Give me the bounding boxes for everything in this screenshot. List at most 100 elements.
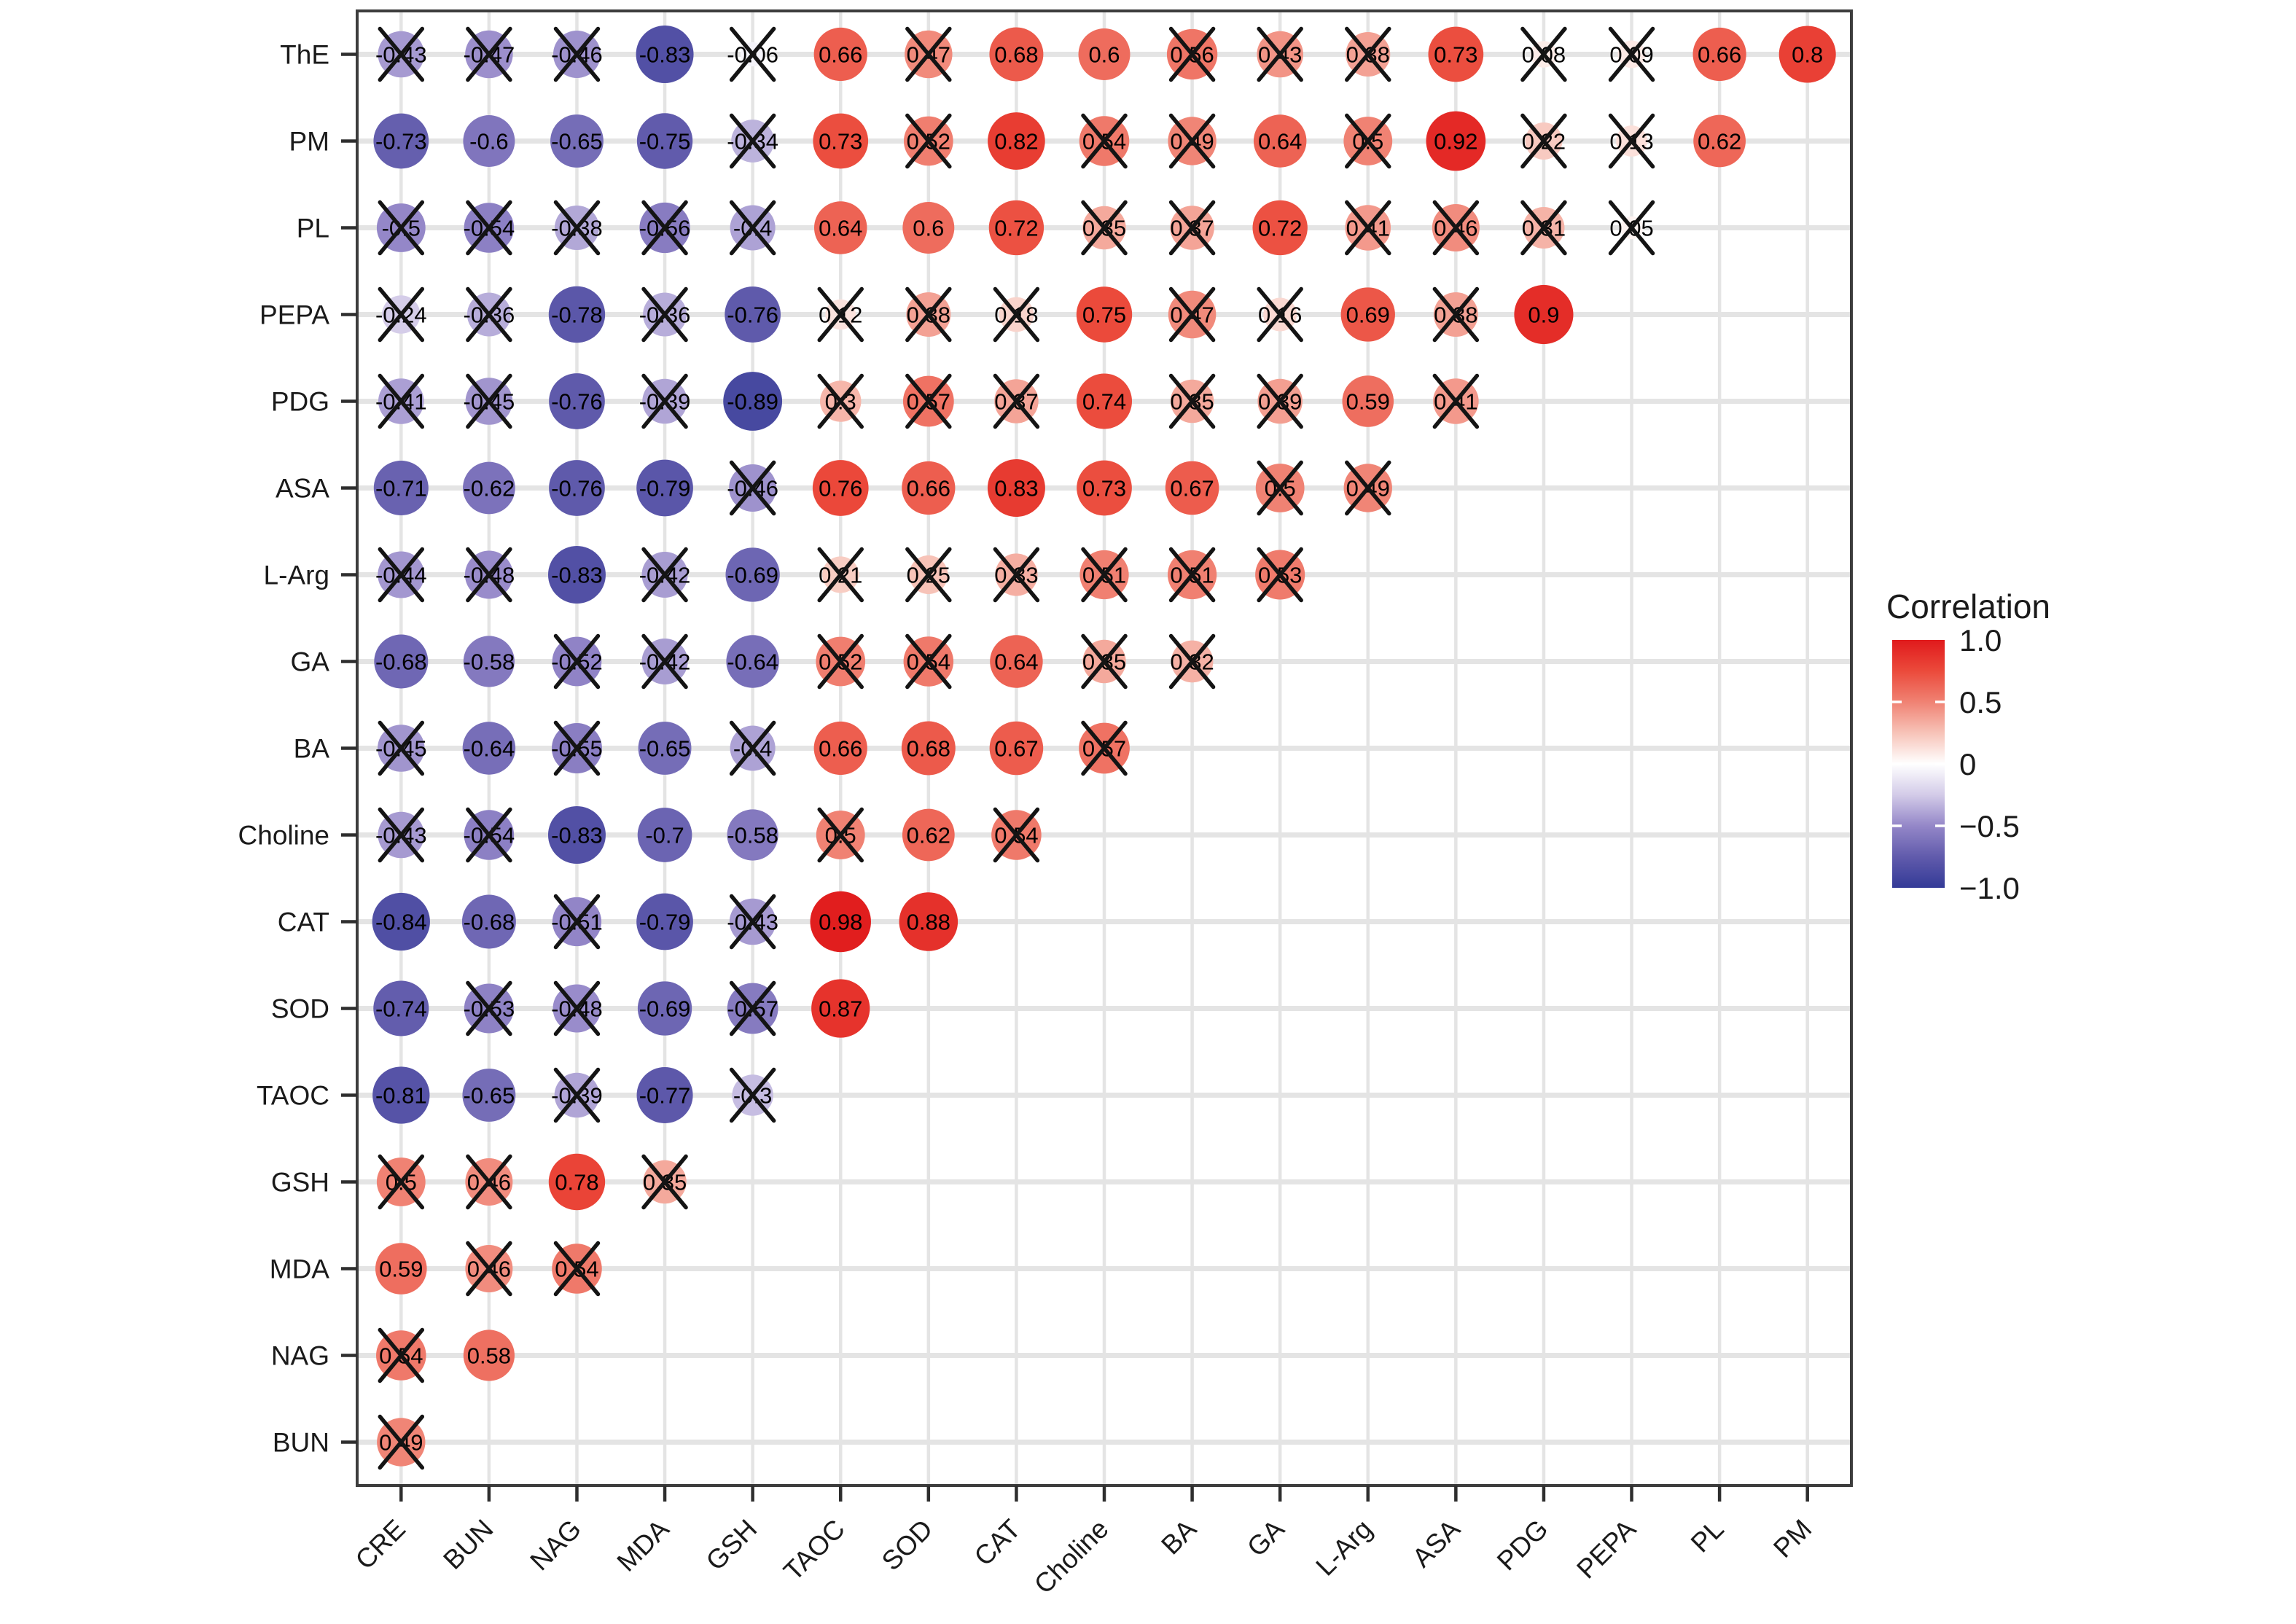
corr-value-label: 0.74 <box>1082 389 1126 415</box>
legend-tick-label: −1.0 <box>1959 871 2020 905</box>
nonsignificant-cross-icon <box>1257 286 1303 343</box>
corr-value-label: -0.58 <box>464 649 515 675</box>
nonsignificant-cross-icon <box>1257 373 1303 429</box>
nonsignificant-cross-icon <box>1520 200 1567 256</box>
corr-cell: 0.59 <box>375 1243 427 1295</box>
nonsignificant-cross-icon <box>1520 113 1567 169</box>
nonsignificant-cross-icon <box>641 286 688 343</box>
x-axis-label: ASA <box>1407 1513 1467 1573</box>
corr-cell: 0.6 <box>902 202 955 254</box>
nonsignificant-cross-icon <box>905 373 952 429</box>
nonsignificant-cross-icon <box>641 373 688 429</box>
x-axis-label: GSH <box>700 1514 763 1577</box>
y-axis-label: Choline <box>238 821 329 851</box>
corr-circle <box>373 113 429 169</box>
corr-value-label: 0.75 <box>1082 302 1126 328</box>
corr-circle <box>1692 27 1746 82</box>
corr-cell: 0.18 <box>993 286 1040 343</box>
nonsignificant-cross-icon <box>1168 200 1216 256</box>
x-axis-label: PM <box>1768 1514 1817 1564</box>
corr-cell: -0.6 <box>463 115 515 167</box>
corr-value-label: 0.66 <box>819 736 862 762</box>
nonsignificant-cross-icon <box>466 200 512 256</box>
corr-circle <box>461 894 516 949</box>
legend-tick-label: 0.5 <box>1959 685 2002 719</box>
corr-cell: -0.24 <box>375 286 427 343</box>
corr-value-label: 0.64 <box>994 649 1038 675</box>
nonsignificant-cross-icon <box>905 26 952 82</box>
corr-value-label: 0.76 <box>819 476 862 501</box>
corr-circle <box>902 461 956 515</box>
corr-cell: -0.3 <box>729 1067 776 1123</box>
corr-value-label: 0.87 <box>819 996 862 1022</box>
corr-circle <box>373 980 429 1037</box>
nonsignificant-cross-icon <box>817 286 864 343</box>
x-axis-label: NAG <box>524 1514 587 1577</box>
corr-circle <box>549 373 605 429</box>
corr-value-label: 0.59 <box>379 1257 423 1282</box>
corr-cell: -0.38 <box>551 200 603 256</box>
y-axis-label: CAT <box>278 907 329 937</box>
corr-cell: -0.65 <box>638 722 692 775</box>
corr-cell: 0.22 <box>1520 113 1567 169</box>
corr-circle <box>902 202 955 254</box>
corr-circle <box>1165 461 1219 515</box>
nonsignificant-cross-icon <box>1257 460 1303 516</box>
corr-value-label: -0.84 <box>375 910 427 935</box>
nonsignificant-cross-icon <box>1520 26 1567 82</box>
corr-cell: 0.35 <box>641 1154 688 1210</box>
corr-cell: 0.33 <box>993 547 1040 603</box>
y-axis-label: ASA <box>276 474 329 504</box>
corr-cell: 0.31 <box>1520 200 1567 256</box>
corr-circle <box>1076 373 1133 429</box>
corr-cell: 0.54 <box>552 1241 602 1297</box>
nonsignificant-cross-icon <box>905 633 952 690</box>
corr-value-label: -0.64 <box>727 649 778 675</box>
cells-layer: -0.43 -0.47 -0.46 -0.83 -0.06 0.66 0.47 0.68 0.6… <box>372 26 1836 1470</box>
nonsignificant-cross-icon <box>1168 373 1216 429</box>
corr-value-label: -0.65 <box>551 129 603 155</box>
corr-circle <box>987 459 1045 517</box>
corr-cell: 0.37 <box>993 373 1040 429</box>
nonsignificant-cross-icon <box>553 1241 601 1297</box>
corr-value-label: 0.82 <box>994 129 1038 155</box>
nonsignificant-cross-icon <box>993 373 1040 429</box>
corr-cell: 0.58 <box>463 1330 515 1381</box>
x-axis-label: CRE <box>350 1514 411 1575</box>
corr-cell: 0.76 <box>812 460 869 516</box>
corr-cell: -0.43 <box>375 807 427 863</box>
corr-cell: -0.81 <box>372 1066 430 1124</box>
legend-title: Correlation <box>1886 587 2050 625</box>
nonsignificant-cross-icon <box>378 807 425 863</box>
corr-cell: -0.54 <box>464 200 515 256</box>
corr-value-label: -0.76 <box>727 302 778 328</box>
corr-cell: -0.83 <box>547 806 606 864</box>
corr-circle <box>902 808 955 862</box>
corr-circle <box>988 200 1044 256</box>
x-axis-label: PEPA <box>1571 1513 1641 1584</box>
corr-cell: -0.65 <box>462 1069 516 1122</box>
corr-cell: -0.45 <box>375 720 427 776</box>
corr-value-label: -0.65 <box>464 1083 515 1109</box>
corr-cell: -0.57 <box>727 980 778 1037</box>
y-axis-label: GA <box>291 647 330 677</box>
corr-circle <box>989 27 1044 82</box>
nonsignificant-cross-icon <box>466 807 512 863</box>
corr-value-label: -0.6 <box>469 129 508 155</box>
corr-value-label: -0.74 <box>375 996 427 1022</box>
nonsignificant-cross-icon <box>1608 113 1655 169</box>
corr-cell: 0.73 <box>813 113 869 169</box>
corr-circle <box>463 461 515 515</box>
corr-circle <box>813 201 867 254</box>
nonsignificant-cross-icon <box>1168 113 1216 169</box>
corr-value-label: 0.92 <box>1434 129 1477 155</box>
nonsignificant-cross-icon <box>1345 26 1391 82</box>
nonsignificant-cross-icon <box>378 286 425 343</box>
nonsignificant-cross-icon <box>553 720 601 776</box>
corr-value-label: 0.58 <box>467 1343 511 1369</box>
corr-cell: -0.65 <box>550 114 604 168</box>
corr-cell: 0.5 <box>816 807 865 863</box>
nonsignificant-cross-icon <box>1081 633 1128 690</box>
corr-value-label: -0.77 <box>639 1083 691 1109</box>
